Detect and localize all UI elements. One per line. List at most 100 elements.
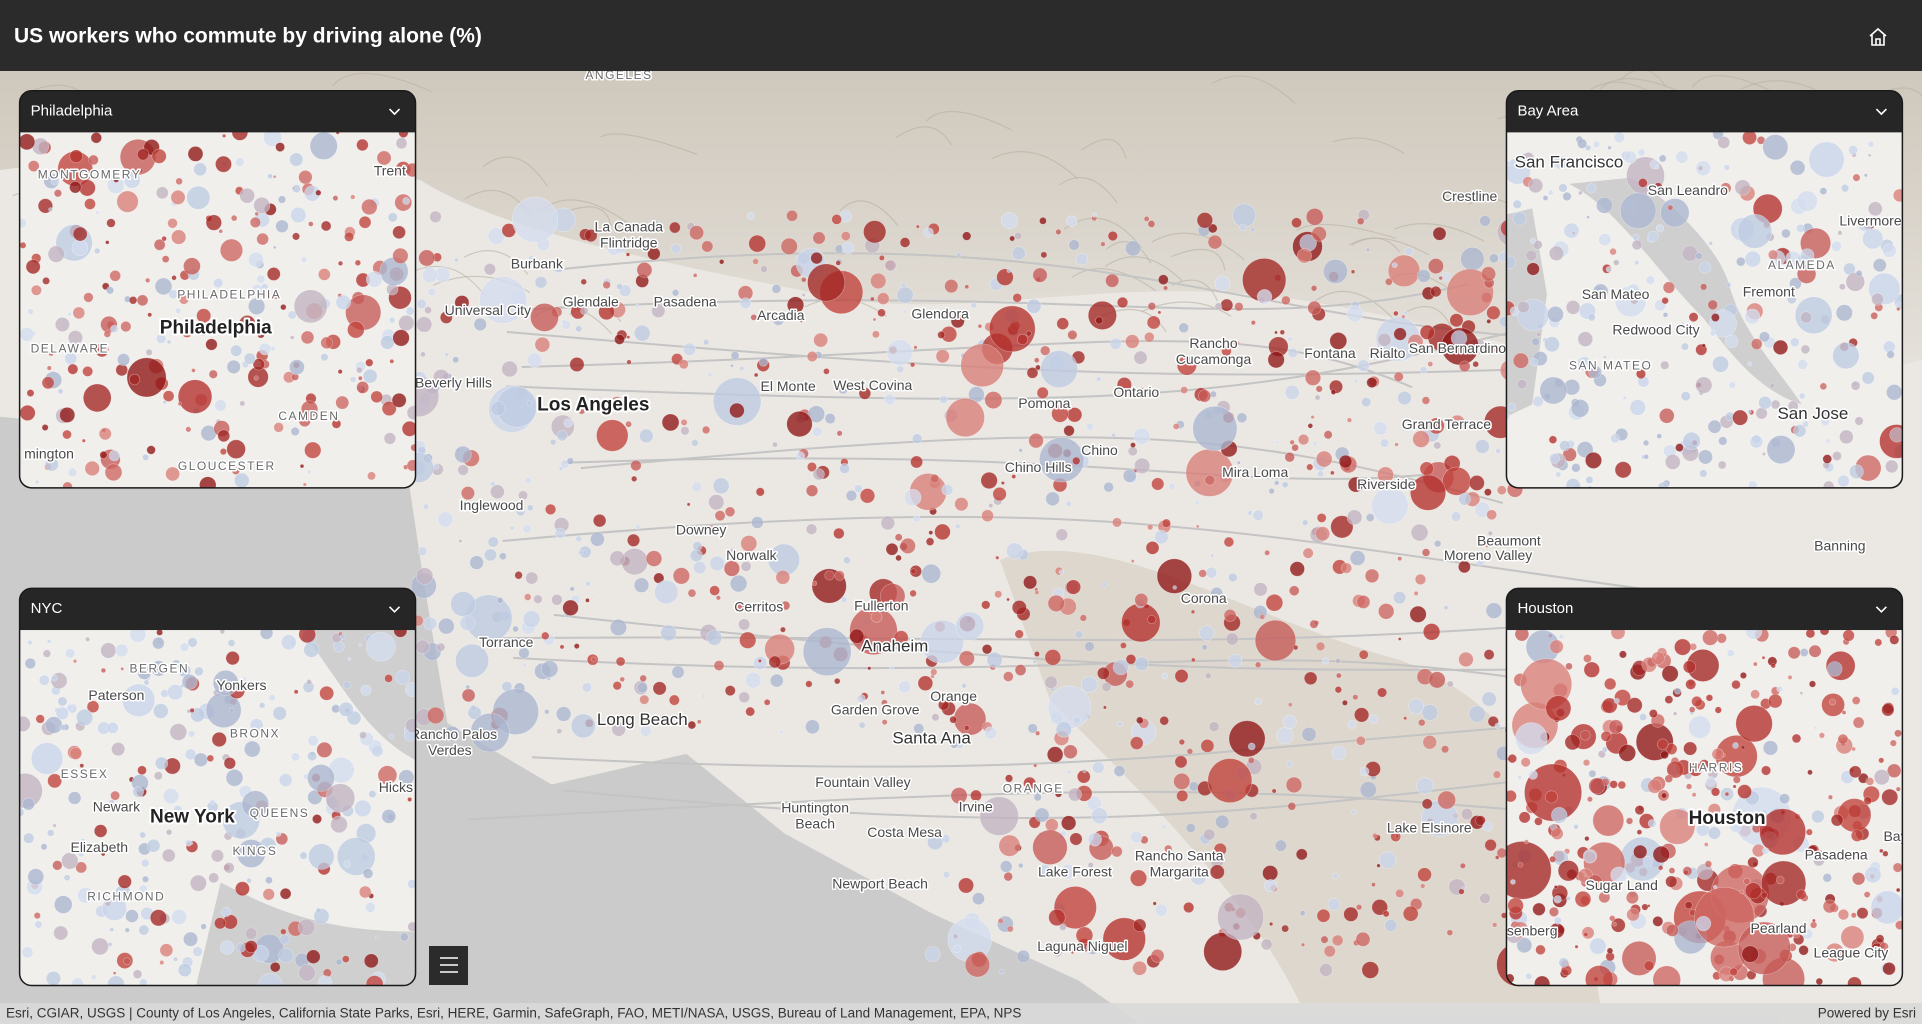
place-label: Arcadia [757, 307, 805, 323]
dot [1873, 769, 1890, 786]
dot [616, 283, 623, 290]
dot [81, 844, 91, 854]
dot [1592, 804, 1625, 837]
dot [1074, 630, 1084, 639]
dot [1147, 615, 1157, 625]
dot [1256, 289, 1273, 305]
dot [287, 310, 297, 320]
dot [1488, 253, 1499, 264]
dot [1579, 729, 1591, 741]
dot [1468, 705, 1486, 723]
ridge [991, 151, 1078, 179]
dot [1354, 707, 1370, 723]
dot [1214, 302, 1223, 311]
dot [239, 187, 255, 204]
inset-map[interactable]: BERGENYonkersPatersonBRONXESSEXNewarkNew… [8, 587, 421, 997]
dot [1414, 573, 1427, 586]
dot [1850, 912, 1857, 919]
dot [1627, 283, 1640, 296]
place-label: Fullerton [854, 597, 908, 613]
dot [161, 235, 167, 242]
dot [1113, 765, 1126, 777]
dot [1164, 844, 1173, 854]
dot [1346, 509, 1363, 526]
dot [713, 660, 725, 671]
dot [1544, 336, 1560, 353]
dot [625, 420, 632, 428]
inset-map[interactable]: MONTGOMERY TrentPHILADELPHIAPhiladelphiaD… [16, 89, 421, 494]
dot [956, 252, 962, 258]
dot [942, 871, 951, 879]
dot [75, 861, 88, 874]
dot [1518, 811, 1531, 824]
dot [669, 221, 681, 234]
dot [19, 217, 27, 229]
dot [1709, 329, 1717, 337]
dot [994, 590, 1003, 599]
dot [745, 706, 756, 717]
dot [1359, 766, 1370, 777]
dot [1003, 671, 1014, 682]
dot [1680, 342, 1689, 351]
dot [1769, 383, 1775, 389]
dot [1510, 879, 1516, 885]
dot [1659, 408, 1675, 424]
dot [992, 487, 1007, 502]
legend-button[interactable] [429, 946, 468, 985]
dot [686, 502, 691, 507]
dot [724, 506, 736, 518]
dot [1060, 863, 1076, 880]
dot [1205, 672, 1212, 679]
dot [672, 567, 690, 585]
dot [1553, 916, 1562, 925]
dot [689, 225, 705, 241]
inset-dropdown[interactable]: Philadelphia [19, 90, 416, 133]
inset-dropdown[interactable]: NYC [19, 588, 416, 631]
dot [1207, 758, 1253, 803]
dot [1091, 212, 1097, 218]
dot [420, 351, 426, 358]
dot [1664, 454, 1681, 470]
dot [1152, 901, 1157, 906]
road [553, 613, 1533, 671]
dot [800, 276, 807, 283]
dot [1154, 529, 1169, 545]
dot [1794, 296, 1833, 334]
dot [395, 670, 411, 685]
dot [1647, 778, 1663, 794]
dot [581, 682, 592, 693]
dot [145, 277, 151, 283]
dot [1347, 719, 1357, 729]
dot [1583, 654, 1592, 663]
dot [162, 400, 167, 405]
dot [1039, 217, 1047, 225]
inset-dropdown[interactable]: Bay Area [1506, 90, 1903, 133]
dot [1311, 226, 1327, 242]
dot [1172, 585, 1177, 590]
dot [1355, 904, 1363, 911]
dot [1660, 360, 1670, 370]
dot [1134, 457, 1151, 474]
dot [1831, 240, 1842, 252]
inset-dropdown[interactable]: Houston [1506, 588, 1903, 631]
dot [1101, 682, 1112, 692]
dot [1410, 474, 1447, 511]
dot [1122, 468, 1137, 483]
dot [46, 829, 55, 837]
dot [824, 413, 836, 425]
dot [1315, 526, 1331, 542]
dot [1087, 832, 1102, 847]
dot [1791, 733, 1802, 744]
dot [1622, 395, 1627, 400]
place-label: Newport Beach [832, 876, 928, 892]
dot [1317, 470, 1325, 478]
dot [407, 879, 416, 889]
dot [1645, 275, 1656, 285]
dot [1707, 803, 1721, 817]
home-button[interactable] [1869, 27, 1887, 46]
dot [100, 642, 117, 659]
dot [795, 451, 806, 461]
dot [1353, 378, 1359, 384]
